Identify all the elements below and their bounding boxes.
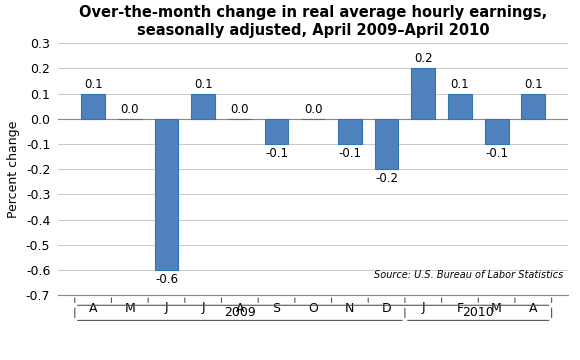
Text: M: M — [491, 301, 502, 315]
Text: J: J — [422, 301, 425, 315]
Text: 2009: 2009 — [224, 306, 256, 319]
Y-axis label: Percent change: Percent change — [8, 121, 20, 218]
Text: 0.1: 0.1 — [84, 77, 103, 91]
Text: 0.0: 0.0 — [304, 103, 322, 116]
Text: 0.2: 0.2 — [414, 52, 433, 66]
Text: D: D — [382, 301, 392, 315]
Text: A: A — [89, 301, 97, 315]
Bar — [191, 94, 215, 119]
Bar — [338, 119, 362, 144]
Text: A: A — [235, 301, 244, 315]
Text: O: O — [308, 301, 318, 315]
Text: -0.1: -0.1 — [265, 147, 288, 160]
Text: -0.1: -0.1 — [485, 147, 508, 160]
Text: -0.2: -0.2 — [375, 172, 398, 185]
Text: -0.6: -0.6 — [155, 273, 178, 286]
Title: Over-the-month change in real average hourly earnings,
seasonally adjusted, Apri: Over-the-month change in real average ho… — [79, 5, 548, 38]
Bar — [375, 119, 398, 169]
Bar — [264, 119, 288, 144]
Bar — [411, 68, 435, 119]
Text: A: A — [529, 301, 538, 315]
Text: 2010: 2010 — [462, 306, 494, 319]
Bar — [154, 119, 179, 270]
Text: 0.0: 0.0 — [231, 103, 249, 116]
Bar — [448, 94, 472, 119]
Bar — [485, 119, 509, 144]
Text: S: S — [273, 301, 281, 315]
Bar — [81, 94, 105, 119]
Text: J: J — [201, 301, 205, 315]
Bar — [521, 94, 545, 119]
Text: J: J — [165, 301, 168, 315]
Text: Source: U.S. Bureau of Labor Statistics: Source: U.S. Bureau of Labor Statistics — [374, 270, 563, 280]
Text: 0.1: 0.1 — [524, 77, 543, 91]
Text: N: N — [345, 301, 354, 315]
Text: 0.1: 0.1 — [194, 77, 212, 91]
Text: F: F — [456, 301, 463, 315]
Text: M: M — [125, 301, 135, 315]
Text: 0.0: 0.0 — [121, 103, 139, 116]
Text: -0.1: -0.1 — [338, 147, 361, 160]
Text: 0.1: 0.1 — [451, 77, 469, 91]
